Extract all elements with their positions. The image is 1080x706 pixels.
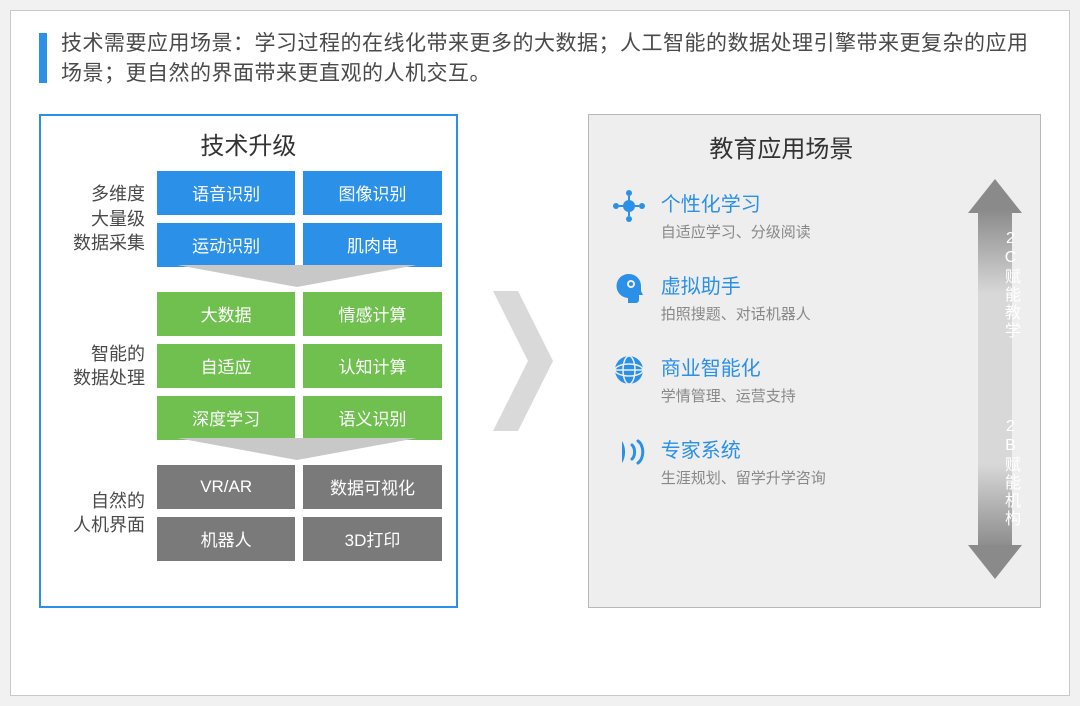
tech-tile: 3D打印 bbox=[303, 517, 441, 561]
tech-tile: 情感计算 bbox=[303, 292, 441, 336]
tech-tile: 语义识别 bbox=[303, 396, 441, 440]
tech-tile: 自适应 bbox=[157, 344, 295, 388]
scenario-subtitle: 拍照搜题、对话机器人 bbox=[661, 303, 811, 324]
tile-grid: 语音识别图像识别运动识别肌肉电 bbox=[157, 171, 442, 267]
voice-icon bbox=[611, 434, 647, 470]
flow-arrow-down bbox=[157, 265, 442, 294]
vertical-arrow-column: 2C赋能教学 2B赋能机构 bbox=[968, 129, 1022, 589]
diagram-container: 技术需要应用场景：学习过程的在线化带来更多的大数据；人工智能的数据处理引擎带来更… bbox=[10, 10, 1070, 696]
globe-icon bbox=[611, 352, 647, 388]
scenario-subtitle: 自适应学习、分级阅读 bbox=[661, 221, 811, 242]
tile-grid: VR/AR数据可视化机器人3D打印 bbox=[157, 465, 442, 561]
left-panel-title: 技术升级 bbox=[55, 126, 442, 161]
tech-section: 智能的数据处理大数据情感计算自适应认知计算深度学习语义识别 bbox=[55, 292, 442, 440]
tech-tile: 肌肉电 bbox=[303, 223, 441, 267]
network-icon bbox=[611, 188, 647, 224]
arrow-up-icon bbox=[968, 179, 1022, 213]
header-text: 技术需要应用场景：学习过程的在线化带来更多的大数据；人工智能的数据处理引擎带来更… bbox=[61, 29, 1041, 90]
right-panel: 教育应用场景 个性化学习自适应学习、分级阅读虚拟助手拍照搜题、对话机器人商业智能… bbox=[588, 114, 1041, 608]
right-panel-title: 教育应用场景 bbox=[611, 129, 952, 164]
scenario-subtitle: 生涯规划、留学升学咨询 bbox=[661, 467, 826, 488]
vertical-arrow-bottom-label: 2B赋能机构 bbox=[968, 403, 1022, 543]
scenario-item: 商业智能化学情管理、运营支持 bbox=[611, 352, 952, 406]
scenario-item: 专家系统生涯规划、留学升学咨询 bbox=[611, 434, 952, 488]
scenario-subtitle: 学情管理、运营支持 bbox=[661, 385, 796, 406]
tech-section: 多维度大量级数据采集语音识别图像识别运动识别肌肉电 bbox=[55, 171, 442, 267]
tile-grid: 大数据情感计算自适应认知计算深度学习语义识别 bbox=[157, 292, 442, 440]
tech-tile: 运动识别 bbox=[157, 223, 295, 267]
head-icon bbox=[611, 270, 647, 306]
tech-tile: 深度学习 bbox=[157, 396, 295, 440]
scenario-text: 虚拟助手拍照搜题、对话机器人 bbox=[661, 270, 811, 324]
flow-arrow-down bbox=[157, 438, 442, 467]
scenario-text: 商业智能化学情管理、运营支持 bbox=[661, 352, 796, 406]
center-arrow bbox=[488, 114, 558, 608]
section-label: 智能的数据处理 bbox=[55, 342, 145, 391]
left-panel: 技术升级 多维度大量级数据采集语音识别图像识别运动识别肌肉电智能的数据处理大数据… bbox=[39, 114, 458, 608]
scenario-title: 个性化学习 bbox=[661, 188, 811, 217]
header-accent-bar bbox=[39, 33, 47, 83]
scenario-text: 个性化学习自适应学习、分级阅读 bbox=[661, 188, 811, 242]
vertical-arrow-top-label: 2C赋能教学 bbox=[968, 215, 1022, 355]
header: 技术需要应用场景：学习过程的在线化带来更多的大数据；人工智能的数据处理引擎带来更… bbox=[39, 29, 1041, 90]
tech-tile: 机器人 bbox=[157, 517, 295, 561]
tech-tile: VR/AR bbox=[157, 465, 295, 509]
vertical-double-arrow: 2C赋能教学 2B赋能机构 bbox=[968, 179, 1022, 579]
scenario-title: 商业智能化 bbox=[661, 352, 796, 381]
scenario-title: 专家系统 bbox=[661, 434, 826, 463]
tech-tile: 语音识别 bbox=[157, 171, 295, 215]
scenario-text: 专家系统生涯规划、留学升学咨询 bbox=[661, 434, 826, 488]
tech-tile: 数据可视化 bbox=[303, 465, 441, 509]
tech-section: 自然的人机界面VR/AR数据可视化机器人3D打印 bbox=[55, 465, 442, 561]
arrow-down-icon bbox=[968, 545, 1022, 579]
content-row: 技术升级 多维度大量级数据采集语音识别图像识别运动识别肌肉电智能的数据处理大数据… bbox=[39, 114, 1041, 608]
scenario-item: 虚拟助手拍照搜题、对话机器人 bbox=[611, 270, 952, 324]
section-label: 多维度大量级数据采集 bbox=[55, 182, 145, 255]
tech-tile: 图像识别 bbox=[303, 171, 441, 215]
section-label: 自然的人机界面 bbox=[55, 489, 145, 538]
tech-tile: 认知计算 bbox=[303, 344, 441, 388]
scenario-title: 虚拟助手 bbox=[661, 270, 811, 299]
tech-tile: 大数据 bbox=[157, 292, 295, 336]
chevron-right-icon bbox=[488, 281, 558, 441]
scenario-item: 个性化学习自适应学习、分级阅读 bbox=[611, 188, 952, 242]
